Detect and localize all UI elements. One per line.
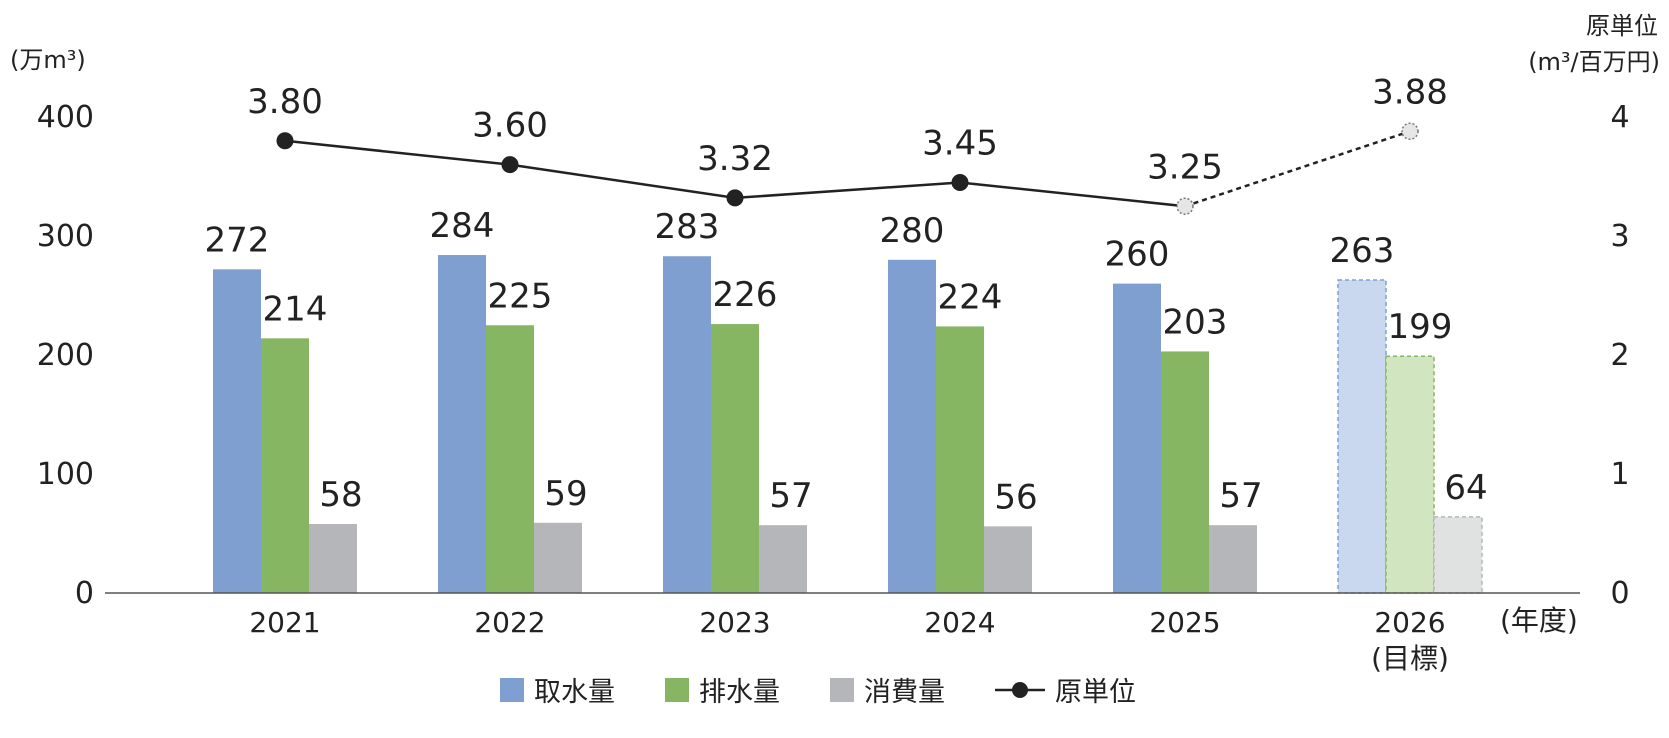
- bar-消費量-2023: [759, 525, 807, 593]
- bar-value-label: 57: [1219, 476, 1262, 516]
- legend-swatch: [665, 678, 689, 702]
- bar-排水量-2026: [1385, 355, 1435, 594]
- x-tick-note: (目標): [1371, 642, 1449, 675]
- x-tick-label: 2025: [1149, 606, 1220, 639]
- ratio-marker: [501, 156, 519, 174]
- right-axis-title: 原単位: [1586, 12, 1658, 40]
- bar-value-label: 283: [655, 207, 720, 247]
- ratio-line-dashed: [1184, 130, 1411, 208]
- bar-value-label: 203: [1163, 302, 1228, 342]
- ratio-value-label: 3.25: [1147, 147, 1223, 187]
- left-axis-unit: (万m³): [10, 46, 86, 74]
- x-tick-label: 2022: [474, 606, 545, 639]
- ratio-value-label: 3.45: [922, 123, 998, 163]
- right-tick-label: 1: [1610, 457, 1629, 492]
- bar-取水量-2021: [213, 269, 261, 593]
- right-tick-label: 0: [1610, 576, 1629, 611]
- ratio-value-label: 3.80: [247, 82, 323, 122]
- legend-label: 排水量: [699, 677, 780, 708]
- bar-排水量-2024: [936, 326, 984, 593]
- bar-value-label: 226: [713, 275, 778, 315]
- bar-消費量-2024: [984, 526, 1032, 593]
- bar-value-label: 214: [263, 289, 328, 329]
- ratio-marker: [1401, 122, 1419, 141]
- ratio-marker: [726, 189, 744, 207]
- bar-排水量-2022: [486, 325, 534, 593]
- bar-消費量-2026: [1433, 516, 1483, 594]
- right-tick-label: 4: [1610, 100, 1629, 135]
- x-axis-labels: 2021 2022 2023 2024 2025 2026(目標): [249, 606, 1449, 675]
- bar-排水量-2025: [1161, 351, 1209, 593]
- bar-消費量-2021: [309, 523, 357, 593]
- bar-value-label: 272: [205, 220, 270, 260]
- bar-value-label: 199: [1388, 307, 1453, 347]
- legend-marker: [1012, 682, 1028, 698]
- ratio-value-label: 3.60: [472, 106, 548, 146]
- bar-value-label: 59: [544, 474, 587, 514]
- bar-value-label: 56: [994, 477, 1037, 517]
- bar-取水量-2026: [1337, 279, 1387, 594]
- bar-取水量-2025: [1113, 283, 1161, 593]
- bar-value-label: 284: [430, 206, 495, 246]
- legend: 取水量 排水量 消費量 原単位: [500, 677, 1136, 708]
- legend-label: 原単位: [1055, 677, 1136, 708]
- x-tick-label: 2024: [924, 606, 995, 639]
- x-axis-unit: (年度): [1500, 604, 1578, 637]
- right-axis-unit: (m³/百万円): [1528, 48, 1660, 76]
- right-axis-ticks: 0 1 2 3 4: [1610, 100, 1629, 611]
- left-tick-label: 200: [37, 338, 94, 373]
- ratio-value-label: 3.32: [697, 139, 773, 179]
- bar-value-label: 280: [880, 211, 945, 251]
- ratio-value-label: 3.88: [1372, 72, 1448, 112]
- left-tick-label: 0: [75, 576, 94, 611]
- left-axis-ticks: 0 100 200 300 400: [37, 100, 94, 611]
- bar-取水量-2024: [888, 259, 936, 593]
- bar-value-label: 57: [769, 476, 812, 516]
- line-series: 3.80 3.60 3.32 3.45 3.25 3.88: [247, 72, 1448, 215]
- bar-消費量-2025: [1209, 525, 1257, 593]
- ratio-marker: [951, 173, 969, 191]
- bar-value-label: 64: [1444, 468, 1487, 508]
- bar-value-label: 260: [1105, 235, 1170, 275]
- bar-value-label: 225: [488, 276, 553, 316]
- bar-取水量-2022: [438, 255, 486, 594]
- bar-排水量-2023: [711, 324, 759, 593]
- ratio-marker: [276, 132, 294, 150]
- left-tick-label: 100: [37, 457, 94, 492]
- legend-swatch: [500, 678, 524, 702]
- bar-series: 272 214 58 284 225 59 283 226 57 280 224 56 260 203 57…: [205, 206, 1488, 594]
- x-tick-label: 2021: [249, 606, 320, 639]
- bar-value-label: 263: [1330, 231, 1395, 271]
- x-tick-label: 2026: [1374, 606, 1445, 639]
- legend-label: 消費量: [864, 677, 945, 708]
- bar-取水量-2023: [663, 256, 711, 593]
- bar-value-label: 58: [319, 475, 362, 515]
- left-tick-label: 400: [37, 100, 94, 135]
- bar-value-label: 224: [938, 277, 1003, 317]
- ratio-marker: [1176, 197, 1194, 215]
- left-tick-label: 300: [37, 219, 94, 254]
- right-tick-label: 2: [1610, 338, 1629, 373]
- right-tick-label: 3: [1610, 219, 1629, 254]
- legend-label: 取水量: [534, 677, 615, 708]
- x-tick-label: 2023: [699, 606, 770, 639]
- bar-消費量-2022: [534, 522, 582, 593]
- legend-swatch: [830, 678, 854, 702]
- bar-排水量-2021: [261, 338, 309, 593]
